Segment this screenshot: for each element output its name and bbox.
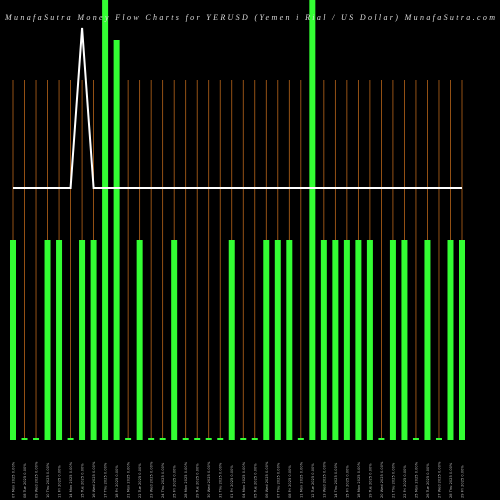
bar (286, 240, 293, 440)
bar (263, 240, 270, 440)
x-tick-label: 13 Wed 2025 0.00% (322, 461, 326, 498)
x-tick-label: 21 Thu 2025 0.00% (391, 462, 395, 498)
bar (136, 240, 143, 440)
bar (447, 240, 454, 440)
bar (125, 438, 132, 440)
x-labels: 07 Mon 2025 0.00% 08 Tue 2025 0.00% 09 Wed… (12, 461, 465, 498)
bar (366, 240, 373, 440)
bar (159, 438, 166, 440)
x-tick-label: 22 Tue 2025 0.00% (138, 463, 142, 498)
bar (320, 240, 327, 440)
bar (240, 438, 247, 440)
bar (205, 438, 212, 440)
x-tick-label: 22 Fri 2025 0.00% (403, 465, 407, 498)
x-tick-label: 12 Tue 2025 0.00% (311, 463, 315, 498)
x-tick-label: 26 Tue 2025 0.00% (426, 463, 430, 498)
bar (274, 240, 281, 440)
x-tick-label: 04 Mon 2025 0.00% (242, 461, 246, 498)
chart-title: MunafaSutra Money Flow Charts for YERUSD… (4, 13, 495, 22)
x-tick-label: 11 Fri 2025 0.00% (58, 465, 62, 498)
bar (355, 240, 362, 440)
bar (56, 240, 63, 440)
bar (332, 240, 339, 440)
bar (33, 438, 40, 440)
bar (90, 240, 97, 440)
bar (67, 438, 74, 440)
x-tick-label: 28 Mon 2025 0.00% (184, 461, 188, 498)
x-tick-label: 10 Thu 2025 0.00% (46, 462, 50, 498)
x-tick-label: 29 Tue 2025 0.00% (196, 463, 200, 498)
x-tick-label: 30 Wed 2025 0.00% (207, 461, 211, 498)
x-tick-label: 15 Tue 2025 0.00% (81, 463, 85, 498)
x-tick-label: 18 Fri 2025 0.00% (115, 465, 119, 498)
x-tick-label: 07 Thu 2025 0.00% (276, 462, 280, 498)
bar (343, 240, 350, 440)
x-tick-label: 05 Tue 2025 0.00% (253, 463, 257, 498)
bar (435, 438, 442, 440)
x-tick-label: 29 Fri 2025 0.00% (461, 465, 465, 498)
x-tick-label: 01 Fri 2025 0.00% (230, 465, 234, 498)
x-tick-label: 07 Mon 2025 0.00% (12, 461, 16, 498)
x-tick-label: 14 Thu 2025 0.00% (334, 462, 338, 498)
bar (21, 438, 28, 440)
bar (217, 438, 224, 440)
bar (378, 438, 385, 440)
x-tick-label: 27 Wed 2025 0.00% (437, 461, 441, 498)
x-tick-label: 16 Wed 2025 0.00% (92, 461, 96, 498)
bar (297, 438, 304, 440)
bar (401, 240, 408, 440)
bar (424, 240, 431, 440)
bar (148, 438, 155, 440)
bar (389, 240, 396, 440)
bar (102, 0, 109, 440)
bar (44, 240, 51, 440)
x-tick-label: 25 Fri 2025 0.00% (173, 465, 177, 498)
bars (10, 0, 465, 440)
line (13, 27, 462, 189)
x-tick-label: 31 Thu 2025 0.00% (219, 462, 223, 498)
bar (194, 438, 201, 440)
x-tick-label: 23 Wed 2025 0.00% (150, 461, 154, 498)
x-tick-label: 15 Fri 2025 0.00% (345, 465, 349, 498)
x-tick-label: 11 Mon 2025 0.00% (299, 461, 303, 498)
x-tick-label: 20 Wed 2025 0.00% (380, 461, 384, 498)
x-tick-label: 18 Mon 2025 0.00% (357, 461, 361, 498)
x-tick-label: 28 Thu 2025 0.00% (449, 462, 453, 498)
bar (459, 240, 465, 440)
x-tick-label: 17 Thu 2025 0.00% (104, 462, 108, 498)
bar (228, 240, 235, 440)
x-tick-label: 25 Mon 2025 0.00% (414, 461, 418, 498)
x-tick-label: 08 Fri 2025 0.00% (288, 465, 292, 498)
x-tick-label: 08 Tue 2025 0.00% (23, 463, 27, 498)
bar (171, 240, 178, 440)
bar (113, 40, 120, 440)
bar (10, 240, 16, 440)
x-tick-label: 21 Mon 2025 0.00% (127, 461, 131, 498)
bar (182, 438, 189, 440)
bar (309, 0, 316, 440)
x-tick-label: 24 Thu 2025 0.00% (161, 462, 165, 498)
x-tick-label: 14 Mon 2025 0.00% (69, 461, 73, 498)
x-tick-label: 09 Wed 2025 0.00% (35, 461, 39, 498)
bar (251, 438, 258, 440)
x-tick-label: 06 Wed 2025 0.00% (265, 461, 269, 498)
bar (412, 438, 419, 440)
x-tick-label: 19 Tue 2025 0.00% (368, 463, 372, 498)
bar (79, 240, 86, 440)
